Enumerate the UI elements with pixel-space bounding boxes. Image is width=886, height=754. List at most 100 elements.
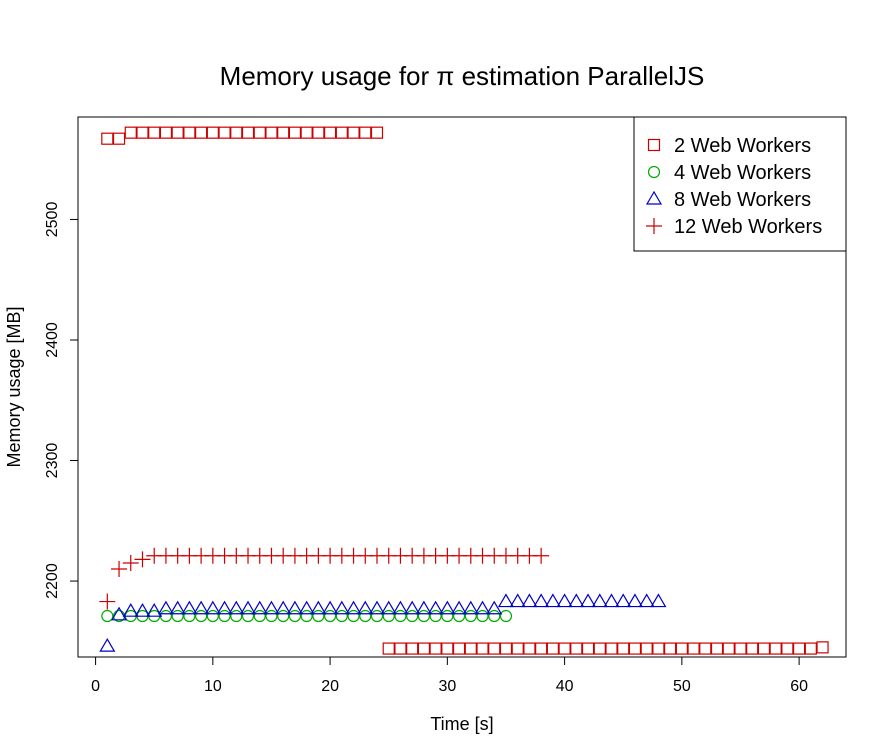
- data-point: [183, 126, 196, 139]
- data-point: [476, 609, 489, 623]
- data-point: [193, 600, 210, 615]
- data-point: [204, 600, 221, 615]
- data-point: [605, 642, 618, 655]
- data-point: [394, 642, 407, 655]
- data-point: [533, 593, 550, 608]
- legend: 2 Web Workers 4 Web Workers 8 Web Workers 1…: [633, 116, 847, 252]
- data-point: [429, 642, 442, 655]
- data-point: [603, 593, 620, 608]
- data-point: [626, 593, 643, 608]
- data-point: [439, 600, 456, 615]
- data-point: [239, 600, 257, 615]
- data-point: [148, 126, 161, 139]
- data-point: [464, 642, 477, 655]
- data-point: [394, 609, 407, 623]
- data-point: [429, 609, 442, 623]
- legend-box: [633, 116, 847, 252]
- data-point: [523, 642, 536, 655]
- data-point: [392, 600, 409, 615]
- series-circle: [101, 609, 513, 623]
- data-point: [357, 600, 374, 615]
- data-point: [488, 609, 501, 623]
- legend-marker: [647, 165, 661, 179]
- data-point: [415, 600, 432, 615]
- data-point: [241, 609, 255, 623]
- data-point: [218, 126, 231, 139]
- data-point: [110, 606, 128, 621]
- data-point: [497, 593, 515, 608]
- data-point: [298, 600, 315, 615]
- x-tick-label: 0: [91, 678, 100, 695]
- data-point: [171, 609, 184, 623]
- data-point: [181, 600, 198, 615]
- data-point: [464, 609, 477, 623]
- data-point: [359, 126, 372, 139]
- data-point: [288, 126, 302, 139]
- data-point: [335, 609, 348, 623]
- data-point: [265, 126, 278, 139]
- x-tick-label: 10: [204, 678, 222, 695]
- data-point: [406, 642, 419, 655]
- x-tick-label: 60: [790, 678, 808, 695]
- data-point: [171, 126, 184, 139]
- data-point: [347, 126, 360, 139]
- series-plus: [99, 547, 550, 610]
- data-point: [136, 126, 149, 139]
- data-point: [263, 600, 280, 615]
- data-point: [206, 126, 219, 139]
- data-point: [230, 609, 243, 623]
- legend-label: 2 Web Workers: [674, 135, 811, 157]
- data-point: [206, 609, 219, 623]
- data-point: [218, 609, 231, 623]
- data-point: [546, 642, 559, 655]
- data-points: [99, 126, 829, 655]
- data-point: [544, 593, 561, 608]
- data-point: [323, 126, 337, 139]
- data-point: [382, 609, 395, 623]
- x-tick-label: 50: [673, 678, 691, 695]
- data-point: [277, 609, 290, 623]
- data-point: [134, 551, 151, 568]
- data-point: [652, 642, 665, 655]
- data-point: [101, 132, 114, 145]
- data-point: [441, 609, 454, 623]
- data-point: [486, 600, 503, 615]
- series-triangle: [99, 593, 667, 652]
- data-point: [664, 642, 677, 655]
- data-point: [216, 600, 233, 615]
- legend-marker: [645, 190, 663, 205]
- data-point: [241, 126, 255, 139]
- data-point: [615, 593, 632, 608]
- data-point: [195, 609, 208, 623]
- legend-marker: [646, 218, 662, 234]
- data-point: [310, 600, 327, 615]
- data-point: [335, 126, 348, 139]
- data-point: [347, 609, 360, 623]
- y-tick-label: 2500: [44, 202, 61, 238]
- data-point: [312, 126, 325, 139]
- legend-label: 12 Web Workers: [674, 216, 822, 238]
- data-point: [312, 609, 325, 623]
- data-point: [568, 593, 585, 608]
- data-point: [533, 547, 550, 564]
- data-point: [195, 126, 208, 139]
- data-point: [556, 593, 573, 608]
- data-point: [146, 603, 163, 617]
- data-point: [111, 561, 128, 578]
- data-point: [275, 600, 292, 615]
- data-point: [452, 642, 466, 655]
- data-point: [370, 126, 384, 139]
- legend-marker: [647, 138, 661, 152]
- data-point: [286, 600, 303, 615]
- data-point: [474, 600, 491, 615]
- data-point: [253, 126, 266, 139]
- data-point: [382, 642, 395, 655]
- data-point: [157, 600, 174, 615]
- y-tick-label: 2300: [44, 443, 61, 479]
- data-point: [488, 642, 501, 655]
- data-point: [441, 642, 454, 655]
- data-point: [99, 637, 116, 652]
- data-point: [333, 600, 350, 615]
- data-point: [345, 600, 362, 615]
